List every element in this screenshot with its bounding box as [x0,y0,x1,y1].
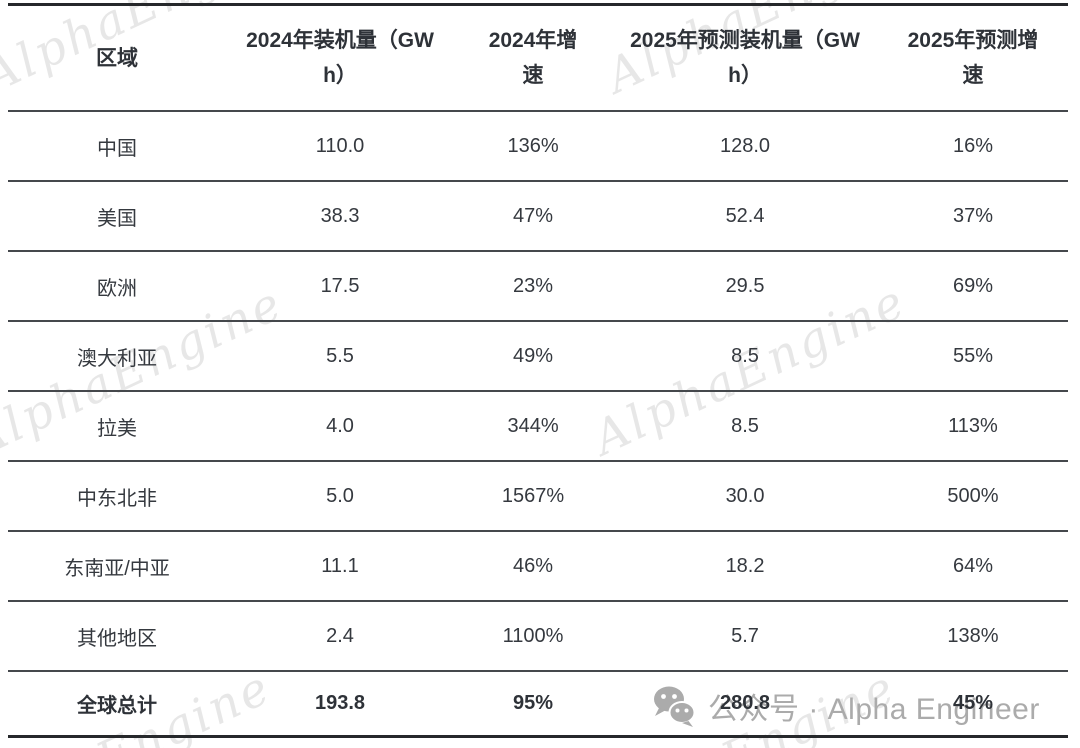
cell-2024-growth: 1567% [501,484,565,507]
wechat-icon [652,685,699,728]
cell-2025-growth: 45% [952,692,993,714]
header-cell-2025-growth: 2025年预测增 速 [907,29,1039,87]
cell-2025-growth: 113% [948,414,998,437]
cell-2025-growth: 69% [952,274,993,297]
cell-2025-growth: 16% [952,134,993,157]
table-row: 东南亚/中亚 11.1 46% 18.2 64% [8,532,1068,602]
cell-2025-capacity: 52.4 [725,204,765,227]
cell-region: 其他地区 [77,627,158,650]
cell-2024-capacity: 11.1 [321,554,359,577]
cell-2024-capacity: 2.4 [326,624,354,647]
cell-2025-growth: 64% [952,554,993,577]
cell-2024-growth: 1100% [502,624,564,647]
header-cell-region: 区域 [96,46,139,70]
region-installation-table: 区域 2024年装机量（GW h） 2024年增 速 2025年预测装机量（GW… [8,3,1068,738]
table-row: 其他地区 2.4 1100% 5.7 138% [8,602,1068,672]
cell-2024-capacity: 17.5 [320,274,360,297]
cell-2024-capacity: 38.3 [320,204,360,227]
cell-2025-growth: 55% [952,344,993,367]
cell-2025-capacity: 18.2 [725,554,765,577]
cell-2024-capacity: 5.5 [326,344,354,367]
table-row: 美国 38.3 47% 52.4 37% [8,182,1068,252]
cell-region: 全球总计 [77,695,158,717]
cell-2024-capacity: 193.8 [315,692,366,714]
table-row: 拉美 4.0 344% 8.5 113% [8,392,1068,462]
cell-region: 拉美 [97,417,138,440]
cell-region: 美国 [97,207,138,230]
cell-2024-growth: 47% [513,204,554,227]
cell-2024-capacity: 5.0 [326,484,354,507]
cell-2025-capacity: 30.0 [725,484,765,507]
header-cell-2024-capacity: 2024年装机量（GW h） [246,29,434,87]
cell-2024-growth: 23% [513,274,554,297]
table-row: 澳大利亚 5.5 49% 8.5 55% [8,322,1068,392]
table-row-total: 全球总计 193.8 95% 280.8 45% [8,672,1068,738]
cell-2024-capacity: 4.0 [326,414,354,437]
header-cell-2025-capacity: 2025年预测装机量（GW h） [630,29,860,87]
header-cell-2024-growth: 2024年增 速 [488,29,578,87]
cell-2025-growth: 138% [947,624,999,647]
cell-2025-capacity: 280.8 [720,692,771,714]
cell-2024-growth: 46% [513,554,554,577]
cell-2025-capacity: 8.5 [731,414,759,437]
wechat-account-watermark: 公众号 · Alpha Engineer [652,684,1040,728]
cell-2025-capacity: 128.0 [720,134,771,157]
cell-2025-growth: 500% [947,484,999,507]
cell-2024-growth: 95% [513,692,554,714]
cell-region: 中国 [97,137,138,160]
cell-2024-capacity: 110.0 [315,134,365,157]
cell-2025-growth: 37% [952,204,993,227]
cell-2025-capacity: 8.5 [731,344,759,367]
cell-region: 中东北非 [77,487,158,510]
table-row: 欧洲 17.5 23% 29.5 69% [8,252,1068,322]
cell-2024-growth: 49% [513,344,554,367]
cell-region: 东南亚/中亚 [64,557,170,580]
table-row: 中东北非 5.0 1567% 30.0 500% [8,462,1068,532]
table-row: 中国 110.0 136% 128.0 16% [8,112,1068,182]
cell-2024-growth: 136% [507,134,559,157]
cell-2025-capacity: 29.5 [725,274,765,297]
cell-2025-capacity: 5.7 [731,624,759,647]
cell-region: 欧洲 [97,277,138,300]
table-header-row: 区域 2024年装机量（GW h） 2024年增 速 2025年预测装机量（GW… [8,3,1068,112]
cell-region: 澳大利亚 [77,347,158,370]
wechat-account-label: 公众号 · Alpha Engineer [708,693,1040,726]
cell-2024-growth: 344% [507,414,559,437]
